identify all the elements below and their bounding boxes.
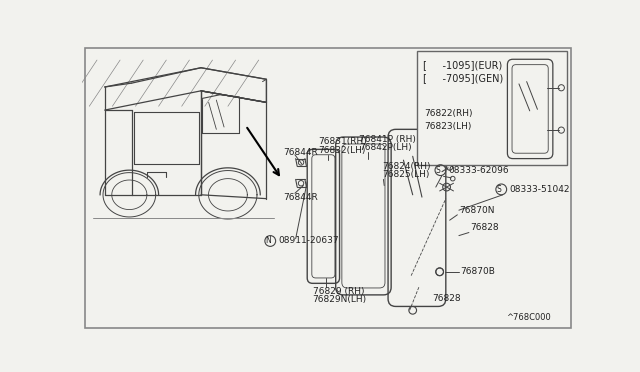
Text: S: S	[436, 166, 440, 174]
Text: 76842P(LH): 76842P(LH)	[359, 143, 412, 152]
Text: 76822(RH): 76822(RH)	[424, 109, 473, 118]
Text: 76870N: 76870N	[459, 206, 494, 215]
Text: [     -7095](GEN): [ -7095](GEN)	[422, 74, 503, 84]
Text: 76828: 76828	[470, 224, 499, 232]
Text: 76829 (RH): 76829 (RH)	[312, 286, 364, 295]
Text: 76832(LH): 76832(LH)	[318, 145, 365, 155]
Text: [     -1095](EUR): [ -1095](EUR)	[422, 60, 502, 70]
Text: 76831(RH): 76831(RH)	[318, 137, 367, 146]
Text: S: S	[497, 185, 501, 194]
Text: 08911-20637: 08911-20637	[278, 237, 339, 246]
Text: 08333-62096: 08333-62096	[448, 166, 509, 174]
Text: N: N	[265, 237, 271, 246]
Text: 08333-51042: 08333-51042	[509, 185, 570, 194]
Text: 76829N(LH): 76829N(LH)	[312, 295, 367, 304]
Text: 76828: 76828	[432, 294, 461, 303]
Text: 76823(LH): 76823(LH)	[424, 122, 472, 131]
Text: ^768C000: ^768C000	[506, 313, 551, 322]
Text: 76844R: 76844R	[284, 193, 318, 202]
Text: 76844R: 76844R	[284, 148, 318, 157]
Text: 76841P (RH): 76841P (RH)	[359, 135, 415, 144]
Text: 76824(RH): 76824(RH)	[382, 162, 430, 171]
Text: 76870B: 76870B	[460, 267, 495, 276]
FancyBboxPatch shape	[417, 51, 566, 165]
Text: 76825(LH): 76825(LH)	[382, 170, 429, 179]
